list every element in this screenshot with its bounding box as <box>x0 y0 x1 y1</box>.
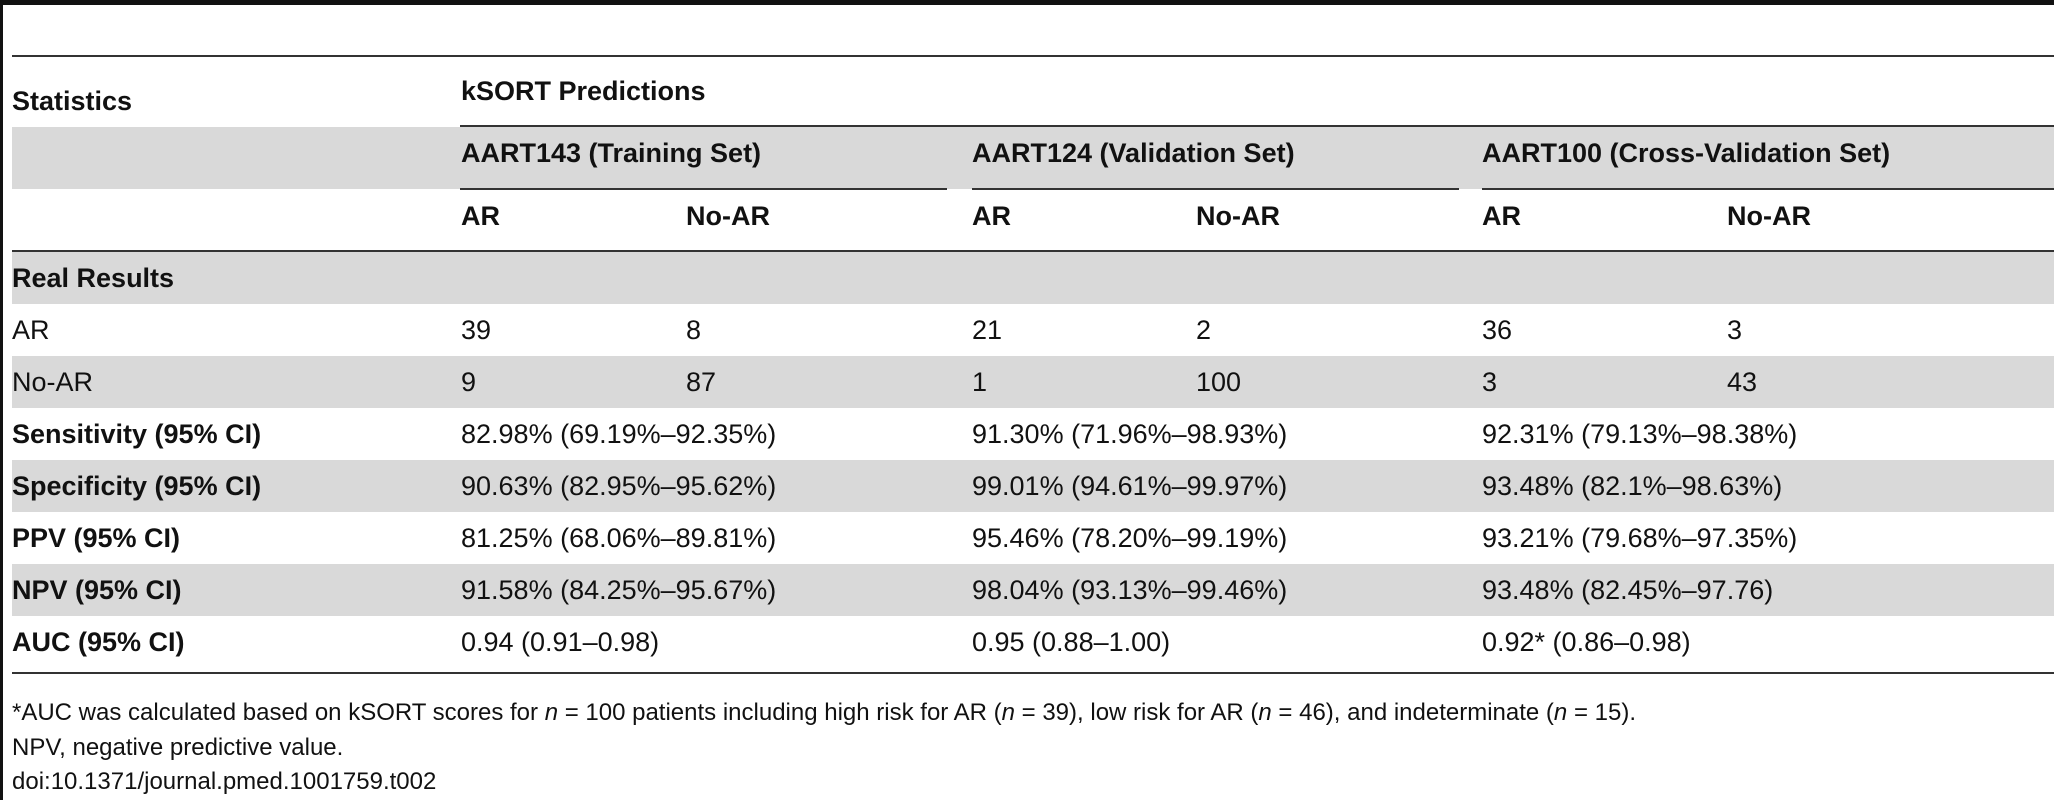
row-noar-cross-ar: 3 <box>1482 367 1498 397</box>
auc-footnote-part2: = 100 patients including high risk for A… <box>558 699 1002 726</box>
predictions-rule <box>460 125 2054 127</box>
n-symbol: n <box>1258 699 1272 726</box>
section-shade <box>12 252 2054 304</box>
ksort-predictions-header: kSORT Predictions <box>461 76 706 106</box>
header-shade <box>12 127 2054 189</box>
sensitivity-training: 82.98% (69.19%–92.35%) <box>461 419 777 449</box>
subheader-cross-ar: AR <box>1482 201 1521 231</box>
subheader-validation-ar: AR <box>972 201 1011 231</box>
row-ar-cross-ar: 36 <box>1482 315 1513 345</box>
npv-label: NPV (95% CI) <box>12 575 182 605</box>
n-symbol: n <box>544 699 559 726</box>
row-ar-validation-noar: 2 <box>1196 315 1212 345</box>
row-noar-validation-ar: 1 <box>972 367 988 397</box>
npv-validation: 98.04% (93.13%–99.46%) <box>972 575 1288 605</box>
group1-rule <box>460 188 947 190</box>
specificity-training: 90.63% (82.95%–95.62%) <box>461 471 777 501</box>
row-noar-validation-noar: 100 <box>1196 367 1242 397</box>
subheader-training-noar: No-AR <box>686 201 770 231</box>
row-noar-training-noar: 87 <box>686 367 717 397</box>
row-shade-noar <box>12 356 2054 408</box>
auc-validation: 0.95 (0.88–1.00) <box>972 627 1171 657</box>
statistics-header: Statistics <box>12 86 133 116</box>
row-shade-npv <box>12 564 2054 616</box>
subheader-training-ar: AR <box>461 201 500 231</box>
row-ar-training-noar: 8 <box>686 315 702 345</box>
real-results-label: Real Results <box>12 263 175 293</box>
subheader-cross-noar: No-AR <box>1727 201 1811 231</box>
sensitivity-cross: 92.31% (79.13%–98.38%) <box>1482 419 1798 449</box>
top-border <box>0 0 2054 5</box>
ppv-cross: 93.21% (79.68%–97.35%) <box>1482 523 1798 553</box>
subheader-validation-noar: No-AR <box>1196 201 1280 231</box>
group-header-cross-validation: AART100 (Cross-Validation Set) <box>1482 138 1891 168</box>
row-noar-cross-noar: 43 <box>1727 367 1758 397</box>
specificity-cross: 93.48% (82.1%–98.63%) <box>1482 471 1783 501</box>
left-border <box>0 0 3 800</box>
auc-label: AUC (95% CI) <box>12 627 185 657</box>
row-noar-training-ar: 9 <box>461 367 477 397</box>
npv-training: 91.58% (84.25%–95.67%) <box>461 575 777 605</box>
auc-footnote-part3: = 39), low risk for AR ( <box>1014 699 1259 726</box>
row-ar-training-ar: 39 <box>461 315 492 345</box>
n-symbol: n <box>1001 699 1015 726</box>
sensitivity-label: Sensitivity (95% CI) <box>12 419 262 449</box>
auc-footnote: *AUC was calculated based on kSORT score… <box>12 697 1636 729</box>
auc-footnote-part5: = 15). <box>1567 699 1636 726</box>
row-ar-validation-ar: 21 <box>972 315 1003 345</box>
group-header-training: AART143 (Training Set) <box>461 138 762 168</box>
ppv-training: 81.25% (68.06%–89.81%) <box>461 523 777 553</box>
group3-rule <box>1482 188 2054 190</box>
npv-cross: 93.48% (82.45%–97.76) <box>1482 575 1774 605</box>
table-top-rule <box>12 55 2054 57</box>
specificity-label: Specificity (95% CI) <box>12 471 262 501</box>
ppv-label: PPV (95% CI) <box>12 523 181 553</box>
doi-footnote: doi:10.1371/journal.pmed.1001759.t002 <box>12 768 437 795</box>
group2-rule <box>972 188 1459 190</box>
auc-footnote-part4: = 46), and indeterminate ( <box>1271 699 1554 726</box>
ppv-validation: 95.46% (78.20%–99.19%) <box>972 523 1288 553</box>
group-header-validation: AART124 (Validation Set) <box>972 138 1295 168</box>
specificity-validation: 99.01% (94.61%–99.97%) <box>972 471 1288 501</box>
row-noar-label: No-AR <box>12 367 94 397</box>
header-bottom-rule <box>12 250 2054 252</box>
sensitivity-validation: 91.30% (71.96%–98.93%) <box>972 419 1288 449</box>
n-symbol: n <box>1553 699 1568 726</box>
row-shade-specificity <box>12 460 2054 512</box>
abbreviation-footnote: NPV, negative predictive value. <box>12 734 344 761</box>
auc-training: 0.94 (0.91–0.98) <box>461 627 660 657</box>
table-bottom-rule <box>12 672 2054 674</box>
auc-cross: 0.92* (0.86–0.98) <box>1482 627 1691 657</box>
auc-footnote-part1: *AUC was calculated based on kSORT score… <box>12 699 545 726</box>
row-ar-cross-noar: 3 <box>1727 315 1743 345</box>
row-ar-label: AR <box>12 315 50 345</box>
